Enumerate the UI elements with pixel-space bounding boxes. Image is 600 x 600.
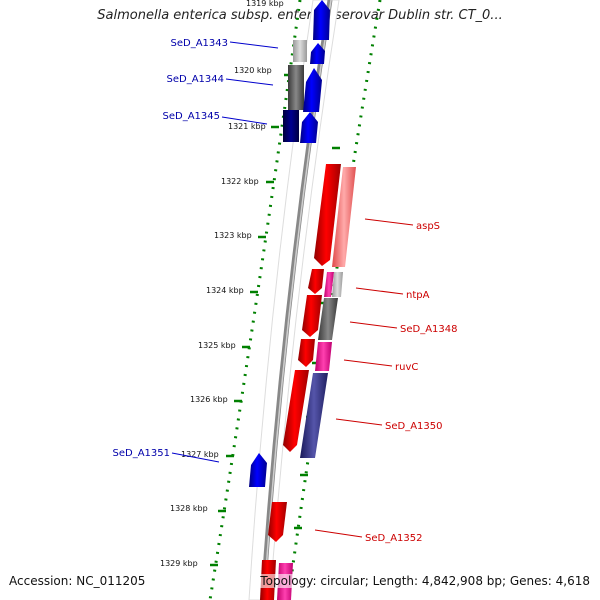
tick-label: 1328 kbp — [170, 504, 208, 513]
tick-label: 1325 kbp — [198, 341, 236, 350]
gene-block-navy — [283, 110, 299, 142]
gene-label-sed-a1345: SeD_A1345 — [163, 111, 221, 122]
gene-arrow — [300, 112, 318, 143]
topology-label: Topology: circular; Length: 4,842,908 bp… — [260, 574, 590, 588]
gene-block-gray — [288, 65, 304, 110]
tick-label: 1320 kbp — [234, 66, 272, 75]
gene-arrow-ntpa — [308, 269, 324, 294]
gene-block-gray — [332, 272, 343, 297]
gene-block-gray — [318, 298, 338, 340]
gene-label-ntpa: ntpA — [406, 290, 430, 301]
backbone-band — [248, 0, 340, 600]
gene-block-pink — [332, 167, 356, 267]
tick-label: 1321 kbp — [228, 122, 266, 131]
gene-label-sed-a1344: SeD_A1344 — [167, 74, 225, 85]
tick-label: 1326 kbp — [190, 395, 228, 404]
gene-label-ruvc: ruvC — [395, 362, 418, 373]
gene-block-magenta — [315, 342, 332, 371]
tick-label: 1323 kbp — [214, 231, 252, 240]
gene-arrow-asps — [314, 164, 341, 266]
forward-genes — [249, 0, 330, 487]
gene-arrow — [313, 0, 330, 40]
gene-arrow — [310, 43, 325, 64]
tick-label: 1327 kbp — [181, 450, 219, 459]
tick-label: 1324 kbp — [206, 286, 244, 295]
gene-label-sed-a1352: SeD_A1352 — [365, 533, 423, 544]
outer-track-right — [286, 0, 382, 600]
gene-block-gray — [293, 40, 307, 62]
gene-arrow-sed-a1348 — [302, 295, 322, 337]
tick-label: 1322 kbp — [221, 177, 259, 186]
gene-arrow-sed-a1351 — [249, 453, 267, 487]
label-leaders — [171, 41, 414, 538]
tick-label: 1329 kbp — [160, 559, 198, 568]
gene-arrow — [303, 68, 322, 112]
gene-block-purple — [300, 373, 328, 458]
gene-arrow-ruvc — [298, 339, 315, 367]
gene-arrow-sed-a1352 — [268, 502, 287, 542]
gene-arrow-sed-a1350 — [283, 370, 309, 452]
gene-label-sed-a1351: SeD_A1351 — [113, 448, 171, 459]
accession-label: Accession: NC_011205 — [9, 574, 146, 588]
tick-label: 1319 kbp — [246, 0, 284, 8]
gene-label-sed-a1343: SeD_A1343 — [171, 38, 229, 49]
gene-label-sed-a1350: SeD_A1350 — [385, 421, 443, 432]
gene-block-magenta — [324, 272, 334, 297]
gene-label-sed-a1348: SeD_A1348 — [400, 324, 458, 335]
map-title: Salmonella enterica subsp. enterica sero… — [97, 8, 503, 23]
gene-label-asps: aspS — [416, 221, 440, 232]
